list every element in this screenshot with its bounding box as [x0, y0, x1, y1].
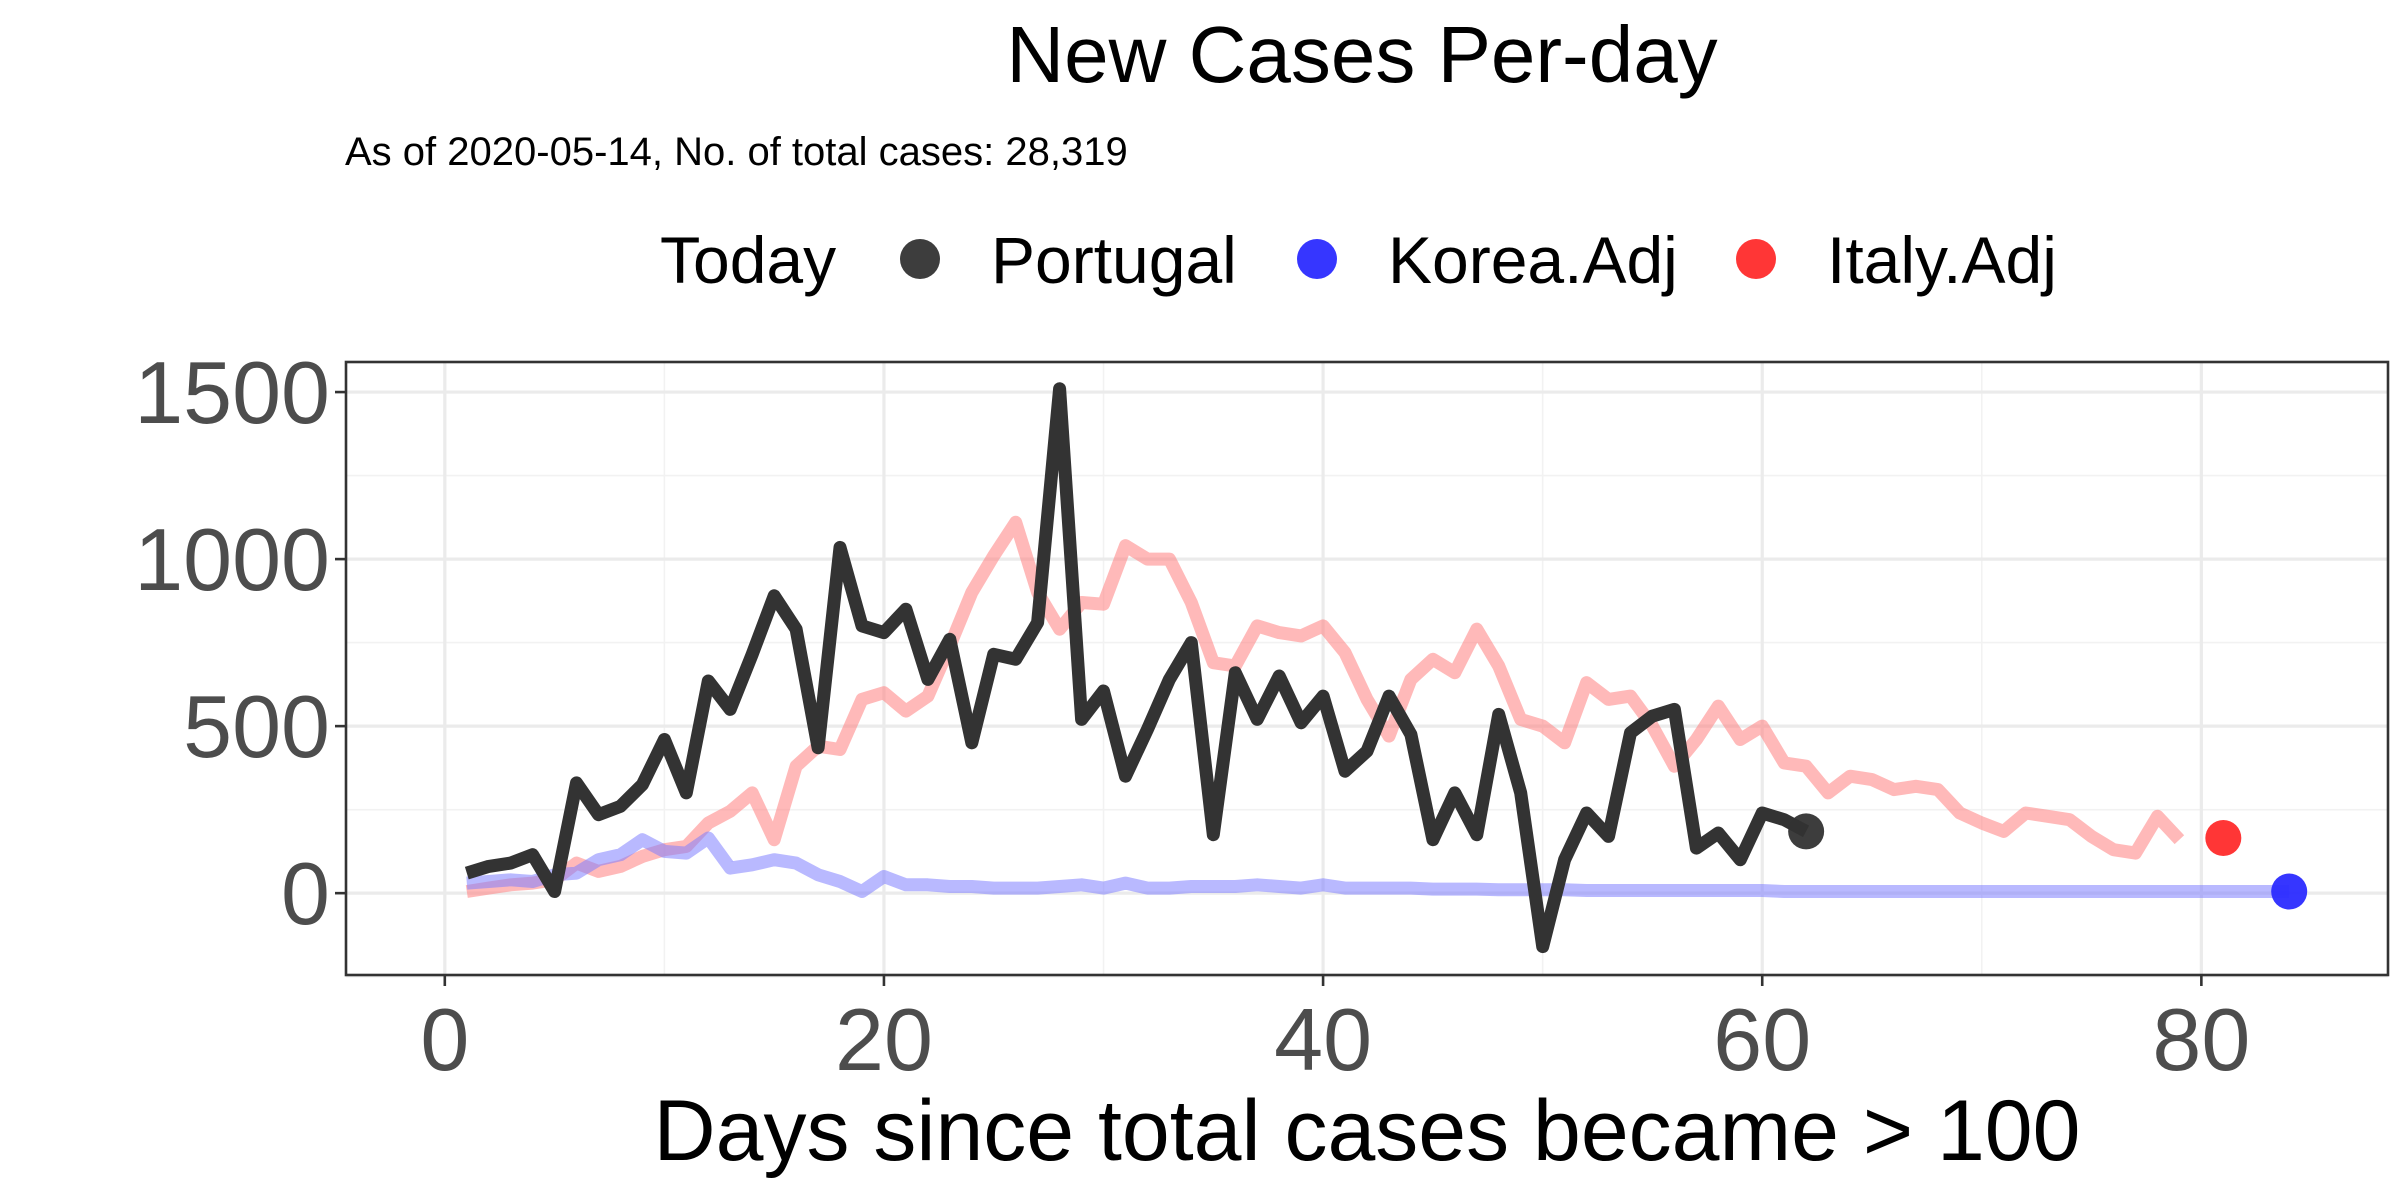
legend-key-portugal: [900, 239, 940, 279]
x-tick-label: 40: [1274, 990, 1372, 1089]
y-tick-label: 1500: [134, 343, 330, 442]
y-tick-label: 1000: [134, 510, 330, 609]
y-tick-label: 0: [281, 844, 330, 943]
legend-label-korea-adj: Korea.Adj: [1388, 223, 1678, 297]
legend-title: Today: [660, 223, 836, 297]
plot-panel-border: [344, 360, 2390, 977]
legend-label-italy-adj: Italy.Adj: [1827, 223, 2057, 297]
series-layer: [464, 382, 2308, 954]
legend-label-portugal: Portugal: [991, 223, 1237, 297]
x-tick-label: 20: [835, 990, 933, 1089]
y-axis: 0 500 1000 1500: [134, 343, 346, 943]
x-tick-label: 80: [2152, 990, 2250, 1089]
x-axis-title: Days since total cases became > 100: [654, 1083, 2081, 1179]
x-tick-label: 60: [1713, 990, 1811, 1089]
today-point-italy-adj: [2205, 820, 2242, 857]
legend: Today Portugal Korea.Adj Italy.Adj: [660, 223, 2057, 297]
today-point-portugal: [1788, 813, 1825, 850]
y-tick-label: 500: [183, 677, 330, 776]
series-line-italy-adj: [465, 515, 2185, 898]
legend-key-korea-adj: [1297, 239, 1337, 279]
x-axis: 0 20 40 60 80: [420, 975, 2250, 1089]
legend-key-italy-adj: [1736, 239, 1776, 279]
today-point-korea-adj: [2271, 873, 2308, 910]
series-line-portugal: [464, 382, 1810, 954]
chart-subtitle: As of 2020-05-14, No. of total cases: 28…: [345, 130, 1128, 174]
chart-title: New Cases Per-day: [1006, 10, 1717, 99]
x-tick-label: 0: [420, 990, 469, 1089]
series-line-korea-adj: [466, 831, 2290, 898]
